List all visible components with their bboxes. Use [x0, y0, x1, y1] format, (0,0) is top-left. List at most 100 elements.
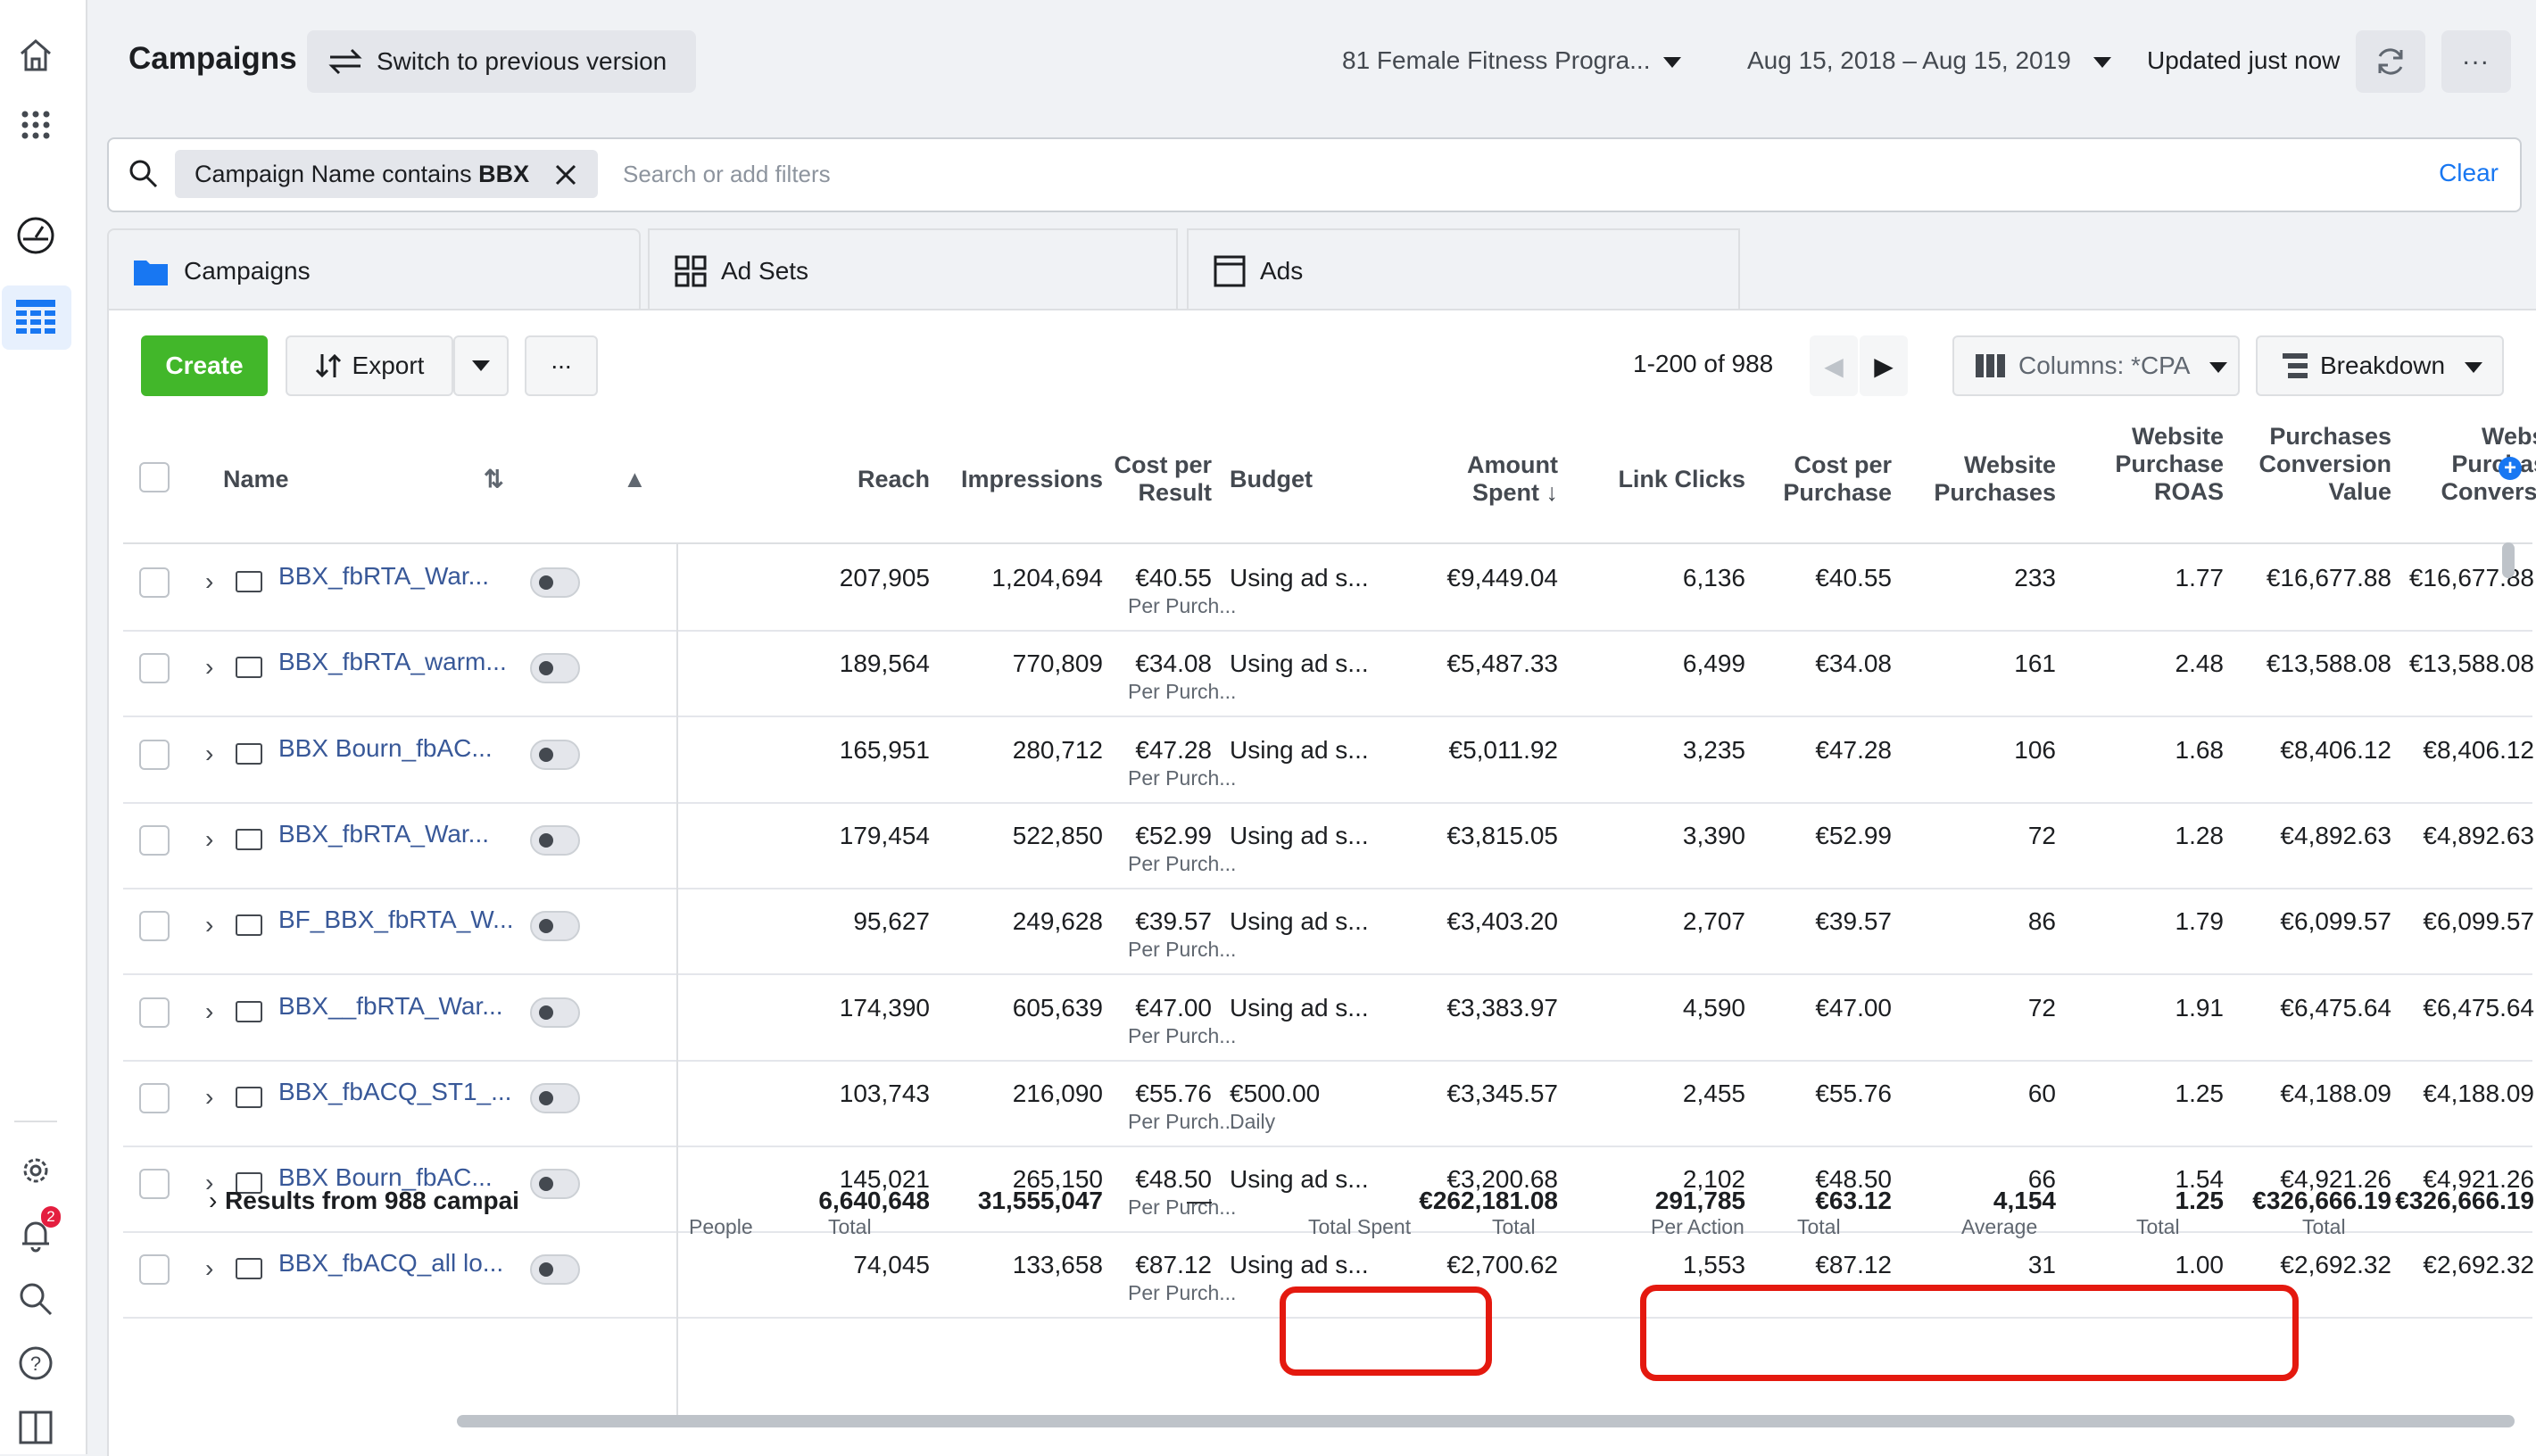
date-range-selector[interactable]: Aug 15, 2018 – Aug 15, 2019 [1747, 46, 2071, 74]
more-options-button[interactable]: ... [2441, 30, 2511, 93]
total-roas: 1.25 [2175, 1187, 2225, 1214]
campaign-status-toggle[interactable] [530, 653, 580, 684]
campaign-status-toggle[interactable] [530, 1254, 580, 1286]
campaign-name-link[interactable]: BBX_fbRTA_War... [278, 562, 490, 590]
filter-chip[interactable]: Campaign Name contains BBX [175, 150, 598, 198]
cell-clicks: 2,707 [1682, 907, 1745, 936]
prev-page-button[interactable]: ◀ [1810, 335, 1858, 396]
horizontal-scrollbar[interactable] [457, 1415, 2515, 1427]
expand-chevron-icon[interactable]: › [205, 824, 214, 853]
row-checkbox[interactable] [139, 567, 170, 598]
cell-roas: 1.91 [2175, 993, 2225, 1022]
row-checkbox[interactable] [139, 1082, 170, 1113]
campaign-status-toggle[interactable] [530, 1082, 580, 1113]
export-dropdown-button[interactable] [453, 335, 509, 396]
filter-search-input[interactable]: Search or add filters [623, 161, 831, 187]
settings-icon[interactable] [16, 1151, 55, 1190]
table-row[interactable]: › BBX_fbACQ_all lo... 74,045 133,658 €87.12 €… [123, 1231, 2534, 1320]
table-row[interactable]: › BBX_fbACQ_ST1_... 103,743 216,090 €55.76 €3… [123, 1060, 2534, 1147]
next-page-button[interactable]: ▶ [1860, 335, 1908, 396]
date-chevron-down-icon[interactable] [2093, 57, 2111, 68]
col-impressions[interactable]: Impressions [960, 466, 1103, 492]
col-purchase-roas[interactable]: Website Purchase ROAS [2059, 423, 2224, 506]
expand-chevron-icon[interactable]: › [205, 1169, 214, 1197]
home-icon[interactable] [16, 36, 55, 75]
row-checkbox[interactable] [139, 653, 170, 684]
row-checkbox[interactable] [139, 997, 170, 1028]
campaign-status-toggle[interactable] [530, 911, 580, 942]
row-checkbox[interactable] [139, 1254, 170, 1286]
col-purchases-conversion-value[interactable]: Purchases Conversion Value [2229, 423, 2391, 506]
panel-toggle-icon[interactable] [16, 1408, 55, 1447]
expand-chevron-icon[interactable]: › [205, 911, 214, 939]
col-reach[interactable]: Reach [857, 466, 930, 492]
row-checkbox[interactable] [139, 1169, 170, 1200]
sort-icon[interactable]: ⇅ [484, 466, 504, 492]
vertical-scrollbar[interactable] [2502, 542, 2515, 578]
table-row[interactable]: › BBX_fbRTA_warm... 189,564 770,809 €34.08 €5… [123, 630, 2534, 718]
help-icon[interactable]: ? [16, 1344, 55, 1383]
campaign-name-link[interactable]: BBX_fbACQ_all lo... [278, 1249, 504, 1278]
col-cost-per-purchase[interactable]: Cost per Purchase [1747, 451, 1892, 507]
cell-reach: 174,390 [839, 993, 930, 1022]
row-checkbox[interactable] [139, 824, 170, 856]
close-icon[interactable] [555, 164, 576, 186]
campaign-status-toggle[interactable] [530, 567, 580, 598]
select-all-checkbox[interactable] [139, 462, 170, 492]
expand-chevron-icon[interactable]: › [205, 567, 214, 595]
table-row[interactable]: › BBX__fbRTA_War... 174,390 605,639 €47.00 €3… [123, 974, 2534, 1062]
svg-text:?: ? [30, 1353, 41, 1375]
col-website-purchases-conversion[interactable]: WebsitePurchasesConversion [2408, 423, 2536, 506]
export-button[interactable]: Export [286, 335, 453, 396]
account-chevron-down-icon[interactable] [1663, 57, 1681, 68]
campaign-name-link[interactable]: BBX_fbRTA_warm... [278, 648, 507, 676]
breakdown-button[interactable]: Breakdown [2256, 335, 2504, 396]
more-actions-button[interactable]: ... [525, 335, 598, 396]
campaign-folder-icon [236, 914, 262, 937]
columns-button[interactable]: Columns: *CPA [1952, 335, 2240, 396]
table-row[interactable]: › BBX_fbRTA_War... 179,454 522,850 €52.99 €3,… [123, 802, 2534, 889]
campaign-status-toggle[interactable] [530, 824, 580, 856]
switch-version-button[interactable]: Switch to previous version [307, 30, 696, 93]
create-button[interactable]: Create [141, 335, 268, 396]
account-selector[interactable]: 81 Female Fitness Progra... [1342, 46, 1651, 74]
refresh-button[interactable] [2356, 30, 2425, 93]
notifications-icon[interactable] [16, 1215, 55, 1254]
expand-chevron-icon[interactable]: › [205, 997, 214, 1025]
table-icon[interactable] [16, 298, 55, 337]
row-checkbox[interactable] [139, 911, 170, 942]
campaign-name-link[interactable]: BBX_fbACQ_ST1_... [278, 1077, 512, 1105]
tab-campaigns[interactable]: Campaigns [107, 228, 641, 312]
row-checkbox[interactable] [139, 739, 170, 770]
campaign-name-link[interactable]: BBX__fbRTA_War... [278, 991, 503, 1020]
clear-filters-link[interactable]: Clear [2439, 159, 2499, 186]
col-amount-spent[interactable]: Amount Spent ↓ [1390, 451, 1558, 507]
totals-expand-chevron-icon[interactable]: › [209, 1187, 218, 1214]
expand-chevron-icon[interactable]: › [205, 653, 214, 682]
table-row[interactable]: › BBX_fbRTA_War... 207,905 1,204,694 €40.55 €… [123, 544, 2534, 632]
campaign-name-link[interactable]: BBX Bourn_fbAC... [278, 733, 493, 762]
campaign-status-toggle[interactable] [530, 997, 580, 1028]
campaign-status-toggle[interactable] [530, 739, 580, 770]
campaign-status-toggle[interactable] [530, 1169, 580, 1200]
table-row[interactable]: › BF_BBX_fbRTA_W... 95,627 249,628 €39.57 €3,… [123, 888, 2534, 976]
col-budget[interactable]: Budget [1230, 466, 1313, 492]
col-name[interactable]: Name [223, 466, 289, 492]
tab-adsets[interactable]: Ad Sets [648, 228, 1178, 312]
apps-grid-icon[interactable] [16, 105, 55, 145]
col-cost-per-result[interactable]: Cost per Result [1105, 451, 1212, 507]
add-column-icon[interactable]: + [2499, 457, 2522, 480]
search-icon[interactable] [16, 1279, 55, 1319]
expand-chevron-icon[interactable]: › [205, 739, 214, 767]
col-website-purchases[interactable]: Website Purchases [1908, 451, 2056, 507]
dashboard-icon[interactable] [16, 216, 55, 255]
expand-chevron-icon[interactable]: › [205, 1082, 214, 1111]
campaign-name-link[interactable]: BBX Bourn_fbAC... [278, 1163, 493, 1192]
campaign-name-link[interactable]: BF_BBX_fbRTA_W... [278, 906, 514, 934]
table-row[interactable]: › BBX Bourn_fbAC... 165,951 280,712 €47.28 €5… [123, 716, 2534, 804]
tab-ads[interactable]: Ads [1187, 228, 1740, 312]
col-link-clicks[interactable]: Link Clicks [1618, 466, 1745, 492]
expand-chevron-icon[interactable]: › [205, 1254, 214, 1283]
campaign-name-link[interactable]: BBX_fbRTA_War... [278, 819, 490, 848]
table-row[interactable]: › BBX Bourn_fbAC... 145,021 265,150 €48.50 €3… [123, 1146, 2534, 1234]
